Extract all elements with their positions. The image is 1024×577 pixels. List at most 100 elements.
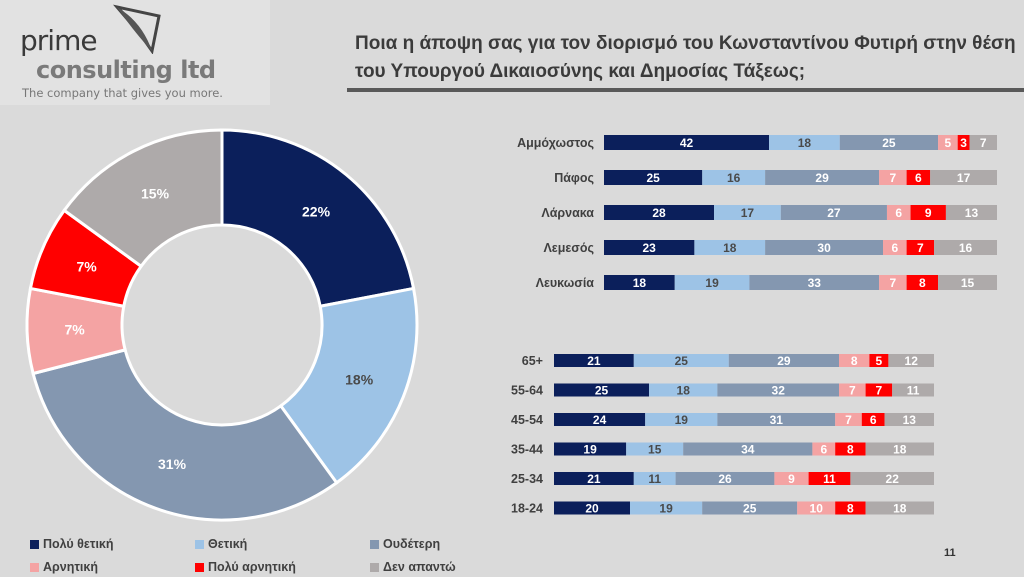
district-bar-segment [883, 240, 907, 255]
age-segment-label: 10 [810, 502, 824, 516]
district-segment-label: 7 [917, 241, 924, 255]
age-segment-label: 25 [595, 384, 609, 398]
district-segment-label: 33 [808, 276, 822, 290]
age-segment-label: 19 [583, 443, 597, 457]
legend-swatch [370, 539, 379, 549]
age-bar-segment [797, 501, 836, 515]
age-segment-label: 19 [659, 502, 673, 516]
district-segment-label: 16 [959, 241, 973, 255]
legend-item: Δεν απαντώ [370, 560, 456, 574]
district-bar-segment [694, 240, 766, 255]
age-bar-segment [702, 501, 798, 515]
district-segment-label: 25 [882, 136, 896, 150]
logo-star-icon [112, 4, 161, 54]
age-segment-label: 8 [851, 354, 858, 368]
age-bar-segment [861, 413, 885, 426]
title-divider [347, 88, 1024, 92]
district-segment-label: 7 [980, 136, 987, 150]
legend-swatch [195, 539, 204, 549]
district-segment-label: 5 [945, 136, 952, 150]
district-category-label: Αμμόχωστος [517, 136, 594, 150]
age-bar-segment [633, 354, 729, 367]
district-bar-segment [906, 240, 935, 255]
district-bar-segment [945, 205, 997, 220]
age-segment-label: 25 [675, 354, 689, 368]
legend-label: Δεν απαντώ [383, 560, 456, 574]
slice-label: 15% [141, 186, 170, 202]
district-bar-segment [765, 240, 884, 255]
district-bar-segment [906, 170, 931, 185]
legend-swatch [195, 562, 204, 572]
district-bar-segment [604, 170, 703, 185]
donut-slice [220, 128, 416, 309]
district-category-label: Λευκωσία [536, 276, 595, 290]
district-bar-segment [780, 205, 887, 220]
age-segment-label: 11 [823, 472, 836, 486]
district-segment-label: 25 [646, 171, 660, 185]
legend-label: Αρνητική [43, 560, 99, 574]
age-bar-segment [888, 354, 934, 367]
age-segment-label: 6 [870, 413, 877, 427]
age-segment-label: 8 [847, 443, 854, 457]
age-segment-label: 7 [849, 384, 856, 398]
age-bar-segment [675, 472, 775, 485]
district-bar-segment [930, 170, 997, 185]
age-bar-segment [554, 442, 627, 456]
age-segment-label: 34 [741, 443, 755, 457]
age-bar-segment [649, 383, 718, 397]
district-segment-label: 15 [961, 276, 975, 290]
age-bar-segment [554, 472, 634, 485]
district-segment-label: 42 [680, 136, 694, 150]
age-bar-segment [865, 442, 934, 456]
district-bar-segment [604, 275, 675, 290]
district-segment-label: 3 [960, 136, 967, 150]
age-segment-label: 22 [886, 472, 900, 486]
district-bar-segment [765, 170, 880, 185]
age-bar-segment [633, 472, 676, 485]
logo-tagline: The company that gives you more. [22, 86, 223, 100]
company-logo: prime consulting ltd The company that gi… [0, 0, 270, 105]
age-bar-segment [835, 501, 866, 515]
age-segment-label: 18 [677, 384, 691, 398]
age-bar-segment [554, 501, 630, 515]
age-category-label: 25-34 [511, 472, 543, 486]
district-segment-label: 18 [798, 136, 812, 150]
age-bar-segment [630, 501, 703, 515]
district-segment-label: 29 [815, 171, 829, 185]
title-line-1: Ποια η άποψη σας για τον διορισμό του Κω… [355, 33, 1016, 54]
donut-slice [62, 128, 224, 269]
district-bar-segment [674, 275, 750, 290]
district-bar-segment [702, 170, 766, 185]
district-segment-label: 6 [895, 206, 902, 220]
age-segment-label: 19 [675, 413, 689, 427]
age-segment-label: 7 [876, 384, 883, 398]
age-category-label: 45-54 [511, 413, 543, 427]
district-segment-label: 17 [741, 206, 755, 220]
age-bar-segment [554, 413, 646, 426]
district-bar-segment [957, 135, 970, 150]
age-bar-segment [728, 354, 839, 367]
slice-label: 7% [64, 322, 85, 338]
slice-label: 18% [345, 371, 374, 387]
district-segment-label: 6 [915, 171, 922, 185]
age-segment-label: 6 [820, 443, 827, 457]
age-bar-segment [812, 442, 836, 456]
age-segment-label: 29 [777, 354, 791, 368]
slice-label: 31% [158, 456, 187, 472]
legend-swatch [30, 562, 39, 572]
legend-swatch [370, 562, 379, 572]
district-segment-label: 16 [727, 171, 741, 185]
logo-consulting: consulting ltd [36, 56, 216, 84]
age-bar-segment [839, 354, 870, 367]
district-bar-segment [934, 240, 997, 255]
district-segment-label: 13 [965, 206, 979, 220]
district-bar-segment [604, 205, 715, 220]
district-segment-label: 18 [633, 276, 647, 290]
age-segment-label: 26 [718, 472, 732, 486]
legend-item: Πολύ θετική [30, 537, 114, 551]
district-bar-segment [886, 205, 911, 220]
page-title: Ποια η άποψη σας για τον διορισμό του Κω… [355, 30, 1016, 86]
legend-item: Αρνητική [30, 560, 98, 574]
district-segment-label: 17 [957, 171, 971, 185]
district-segment-label: 18 [723, 241, 737, 255]
